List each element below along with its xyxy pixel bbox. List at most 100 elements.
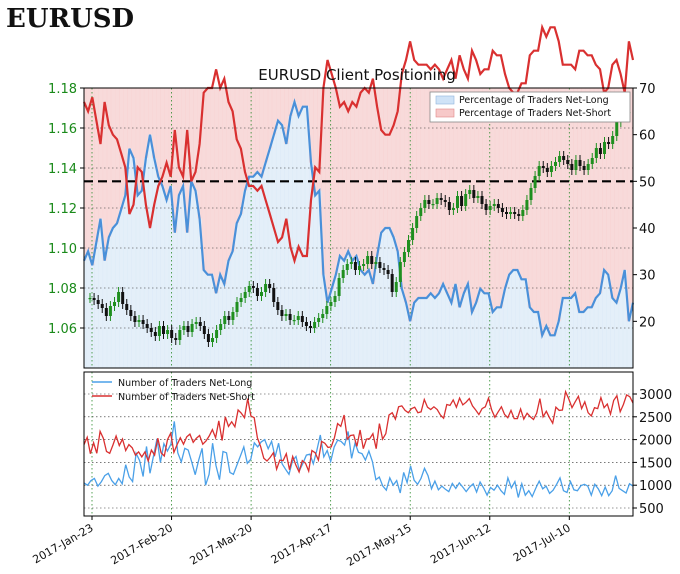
net-long-shade [143, 158, 149, 368]
legend-swatch-net-long [435, 95, 455, 105]
candle-body [239, 298, 243, 302]
net-long-shade [502, 288, 508, 368]
net-long-shade [98, 218, 104, 368]
candle-body [215, 330, 219, 338]
net-short-shade [143, 88, 149, 158]
net-short-shade [94, 88, 100, 242]
candle-body [251, 286, 255, 288]
candle-body [100, 304, 104, 308]
net-short-shade [469, 88, 475, 312]
net-short-shade [139, 88, 145, 191]
net-long-shade [511, 270, 516, 368]
legend-label-number-net-short: Number of Traders Net-Short [118, 392, 255, 403]
net-short-shade [552, 88, 558, 336]
candle-body [96, 300, 100, 304]
net-long-shade [242, 190, 248, 368]
legend-label-number-net-long: Number of Traders Net-Long [118, 378, 252, 389]
candle-body [149, 328, 153, 332]
net-long-shade [156, 176, 161, 368]
net-short-shade [226, 88, 232, 261]
candle-body [427, 200, 431, 204]
candle-body [590, 158, 594, 164]
right-tick-label: 70 [639, 82, 656, 97]
candle-body [370, 256, 374, 264]
net-short-shade [267, 88, 273, 149]
candle-body [464, 194, 468, 206]
candle-body [153, 332, 157, 336]
net-long-shade [453, 284, 459, 368]
net-short-shade [193, 88, 199, 191]
net-long-shade [176, 195, 182, 368]
candle-body [570, 164, 574, 170]
net-long-shade [556, 321, 562, 368]
x-tick-label: 2017-Jan-23 [31, 521, 96, 566]
candle-body [304, 322, 308, 326]
bottom-right-tick-label: 2000 [639, 434, 672, 449]
net-short-shade [317, 88, 322, 191]
left-tick-label: 1.14 [48, 162, 77, 177]
candle-body [341, 270, 345, 278]
net-short-shade [102, 88, 108, 261]
candle-body [378, 262, 382, 268]
net-short-shade [160, 88, 166, 186]
candle-body [549, 166, 553, 172]
net-long-shade [86, 251, 91, 368]
x-tick-label: 2017-Apr-17 [269, 521, 334, 566]
net-short-shade [346, 88, 351, 252]
candle-body [517, 214, 521, 216]
series-net-long-pct [82, 98, 635, 340]
candle-body [182, 326, 186, 330]
legend-top: Percentage of Traders Net-Long Percentage… [429, 91, 631, 123]
net-long-shade [106, 237, 112, 368]
candle-body [345, 264, 349, 270]
candle-body [329, 302, 333, 306]
net-long-shade [581, 312, 587, 368]
net-short-shade [465, 88, 471, 284]
net-short-shade [445, 88, 450, 294]
candle-body [480, 196, 484, 204]
candle-body [284, 314, 288, 316]
net-long-shade [436, 293, 442, 368]
candle-body [309, 326, 312, 328]
net-short-shade [304, 88, 310, 107]
candle-body [337, 278, 341, 296]
candle-body [607, 142, 611, 144]
candle-body [525, 200, 529, 210]
candle-body [276, 302, 280, 310]
net-short-shade [135, 88, 141, 196]
candle-body [439, 198, 443, 200]
candle-body [398, 262, 402, 282]
net-long-shade [189, 181, 194, 368]
left-tick-label: 1.12 [48, 202, 77, 217]
net-long-shade [296, 116, 302, 368]
candle-body [211, 338, 214, 342]
right-tick-label: 50 [639, 175, 656, 190]
candle-body [545, 168, 549, 172]
net-short-shade [259, 88, 265, 177]
net-short-shade [403, 88, 409, 303]
net-short-shade [449, 88, 455, 303]
net-long-shade [139, 190, 145, 368]
net-long-shade [358, 270, 364, 368]
net-short-shade [370, 88, 376, 284]
candle-body [574, 160, 578, 170]
net-long-shade [131, 158, 137, 368]
candle-body [272, 288, 276, 302]
candle-body [280, 310, 284, 316]
net-short-shade [424, 88, 430, 298]
net-long-shade [313, 195, 318, 368]
net-long-shade [346, 251, 351, 368]
net-long-shade [618, 288, 624, 368]
bottom-right-tick-label: 1000 [639, 479, 672, 494]
candle-body [558, 156, 562, 162]
bottom-right-tick-label: 2500 [639, 411, 672, 426]
net-short-shade [164, 88, 170, 200]
net-long-shade [416, 298, 422, 368]
candle-body [88, 298, 92, 300]
bottom-panel-frame [83, 371, 634, 517]
net-long-shade [577, 312, 583, 368]
candle-body [104, 308, 108, 316]
net-short-shade [90, 88, 95, 266]
candle-body [484, 204, 488, 210]
net-long-shade [181, 186, 186, 368]
